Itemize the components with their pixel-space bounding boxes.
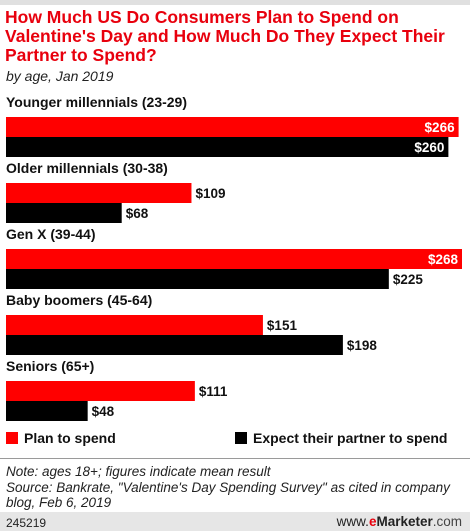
bar-chart: Younger millennials (23-29) $266 $260 Older… [6,94,462,421]
note-divider [0,458,470,459]
legend-item-expect: Expect their partner to spend [235,430,447,446]
category-label-older-millennials-30-38: Older millennials (30-38) [6,160,168,176]
bar-plan-to-spend-older-millennials-30-38 [6,183,192,203]
brand-logo: www.eMarketer.com [337,514,462,529]
brand-com: .com [432,514,462,529]
chart-title: How Much US Do Consumers Plan to Spend o… [5,7,445,65]
value-label-expect-their-partner-to-spend-gen-x-39-44: $225 [393,272,424,287]
bar-expect-their-partner-to-spend-baby-boomers-45-64 [6,335,343,355]
category-label-baby-boomers-45-64: Baby boomers (45-64) [6,292,152,308]
value-label-plan-to-spend-seniors-65: $111 [199,384,228,399]
value-label-expect-their-partner-to-spend-older-millennials-30-38: $68 [126,206,149,221]
top-border [0,0,470,5]
bar-expect-their-partner-to-spend-seniors-65 [6,401,88,421]
bar-expect-their-partner-to-spend-gen-x-39-44 [6,269,389,289]
bar-plan-to-spend-baby-boomers-45-64 [6,315,263,335]
notes: Note: ages 18+; figures indicate mean re… [6,464,461,511]
value-label-plan-to-spend-older-millennials-30-38: $109 [195,186,225,201]
legend-item-plan: Plan to spend [6,430,116,446]
category-label-seniors-65: Seniors (65+) [6,358,94,374]
value-label-plan-to-spend-baby-boomers-45-64: $151 [267,318,298,333]
value-label-expect-their-partner-to-spend-baby-boomers-45-64: $198 [347,338,378,353]
brand-www: www. [336,514,369,529]
value-label-expect-their-partner-to-spend-younger-millennials-23-29: $260 [414,140,444,155]
brand-main: Marketer [376,514,433,529]
legend-swatch-expect [235,432,247,444]
chart-subtitle: by age, Jan 2019 [6,68,114,84]
bar-plan-to-spend-gen-x-39-44 [6,249,462,269]
legend-swatch-plan [6,432,18,444]
value-label-expect-their-partner-to-spend-seniors-65: $48 [92,404,115,419]
value-label-plan-to-spend-gen-x-39-44: $268 [428,252,459,267]
footer-bar [0,512,470,531]
brand-e: e [368,514,377,529]
bar-plan-to-spend-younger-millennials-23-29 [6,117,459,137]
category-label-gen-x-39-44: Gen X (39-44) [6,226,95,242]
bar-expect-their-partner-to-spend-older-millennials-30-38 [6,203,122,223]
source-text: Source: Bankrate, "Valentine's Day Spend… [6,479,450,511]
category-label-younger-millennials-23-29: Younger millennials (23-29) [6,94,187,110]
bar-expect-their-partner-to-spend-younger-millennials-23-29 [6,137,449,157]
bar-plan-to-spend-seniors-65 [6,381,195,401]
legend-label-plan: Plan to spend [24,430,116,446]
legend: Plan to spend Expect their partner to sp… [0,430,470,450]
chart-id: 245219 [6,516,47,530]
legend-label-expect: Expect their partner to spend [253,430,448,446]
value-label-plan-to-spend-younger-millennials-23-29: $266 [425,120,456,135]
note-text: Note: ages 18+; figures indicate mean re… [6,464,271,479]
